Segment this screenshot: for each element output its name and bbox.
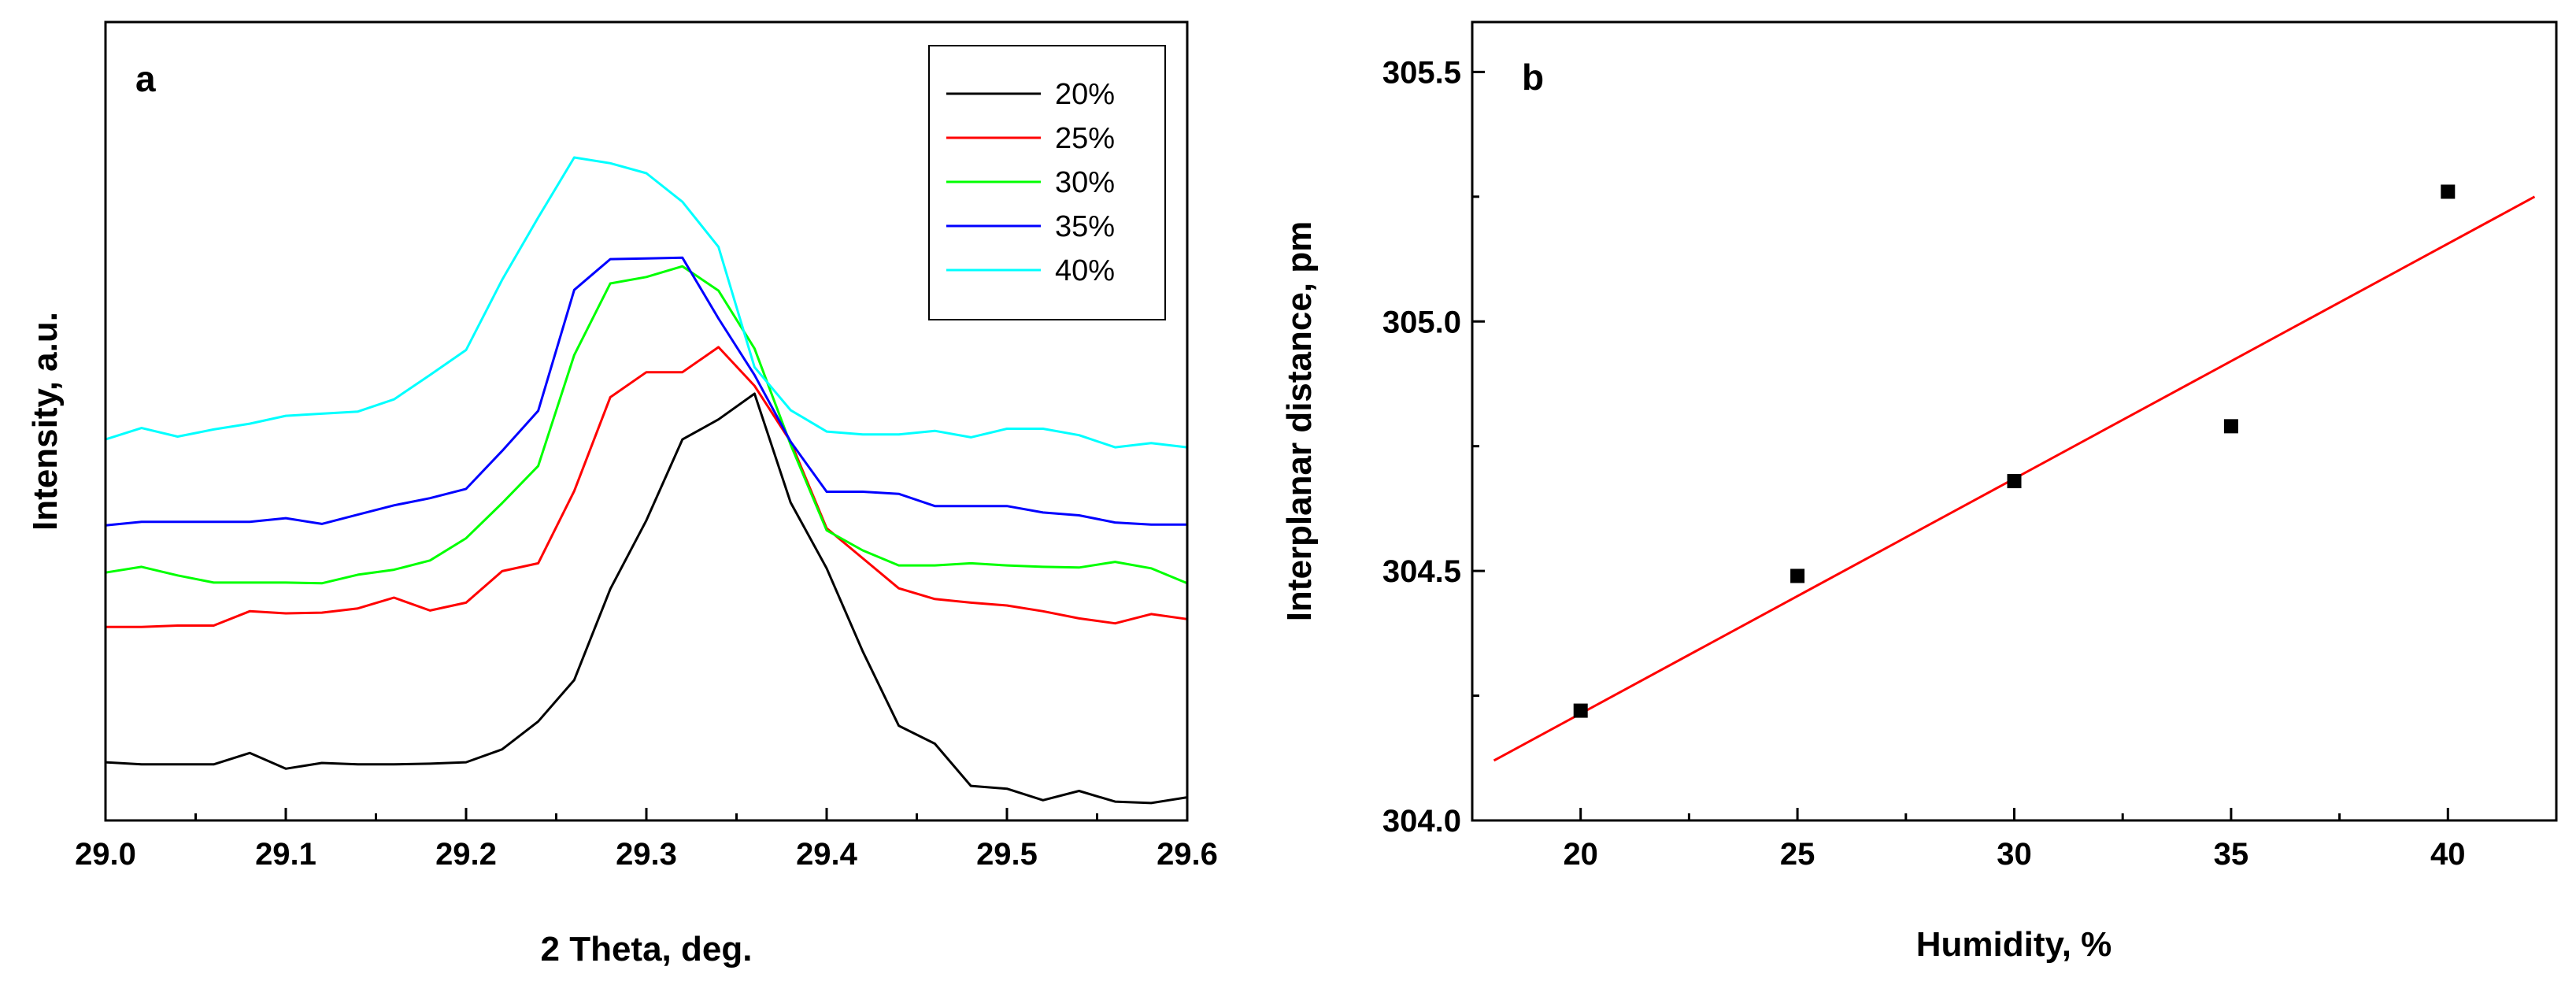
x-tick-label: 40 [2430, 837, 2466, 872]
panel-b-x-axis-title: Humidity, % [1916, 925, 2112, 964]
x-tick-label: 29.2 [435, 837, 497, 872]
x-tick-label: 29.0 [75, 837, 136, 872]
x-tick-label: 35 [2214, 837, 2249, 872]
legend-entry: 20% [1055, 78, 1115, 111]
legend-entry: 40% [1055, 254, 1115, 287]
x-tick-label: 20 [1563, 837, 1598, 872]
x-tick-label: 29.6 [1157, 837, 1218, 872]
panel-a-intensity-chart: 29.0 29.1 29.2 29.3 29.4 29.5 29.6 a 2 Theta, … [26, 20, 1218, 968]
data-point [1573, 703, 1588, 718]
x-tick-label: 29.3 [616, 837, 677, 872]
y-tick-label: 304.0 [1382, 804, 1461, 839]
panel-a-x-axis-title: 2 Theta, deg. [541, 930, 753, 968]
x-tick-label: 29.4 [796, 837, 858, 872]
series-line-30pct [105, 265, 1188, 585]
series-line-25pct [105, 346, 1188, 628]
panel-b-x-ticks: 20 25 30 35 40 [1471, 808, 2558, 872]
series-line-35pct [105, 256, 1187, 527]
x-tick-label: 29.1 [255, 837, 316, 872]
y-tick-label: 305.0 [1382, 305, 1461, 339]
panel-a-x-ticks: 29.0 29.1 29.2 29.3 29.4 29.5 29.6 [75, 808, 1218, 872]
data-point [2007, 474, 2022, 489]
legend-entry: 35% [1055, 210, 1115, 243]
panel-b-y-axis-title: Interplanar distance, pm [1280, 221, 1319, 622]
panel-a-legend: 20% 25% 30% 35% 40% [928, 45, 1166, 320]
series-line-20pct [105, 392, 1188, 805]
data-point [2223, 419, 2238, 434]
x-tick-label: 30 [1997, 837, 2032, 872]
panel-a-label: a [135, 58, 156, 99]
panel-b-label: b [1522, 57, 1544, 98]
panel-b-y-ticks: 304.0 304.5 305.0 305.5 [1382, 55, 1485, 839]
series-line-40pct [105, 156, 1188, 449]
data-point [1790, 568, 1805, 583]
x-tick-label: 25 [1780, 837, 1815, 872]
panel-b-data-points [1573, 184, 2456, 718]
y-tick-label: 305.5 [1382, 55, 1461, 90]
panel-a-series-lines [105, 156, 1188, 805]
panel-b-distance-chart: 20 25 30 35 40 304.0 304.5 305.0 305.5 b Humidi… [1280, 20, 2558, 964]
y-tick-label: 304.5 [1382, 554, 1461, 589]
panel-a-y-axis-title: Intensity, a.u. [26, 312, 65, 531]
x-tick-label: 29.5 [976, 837, 1038, 872]
legend-entry: 25% [1055, 122, 1115, 155]
data-point [2441, 184, 2456, 199]
legend-entry: 30% [1055, 166, 1115, 199]
